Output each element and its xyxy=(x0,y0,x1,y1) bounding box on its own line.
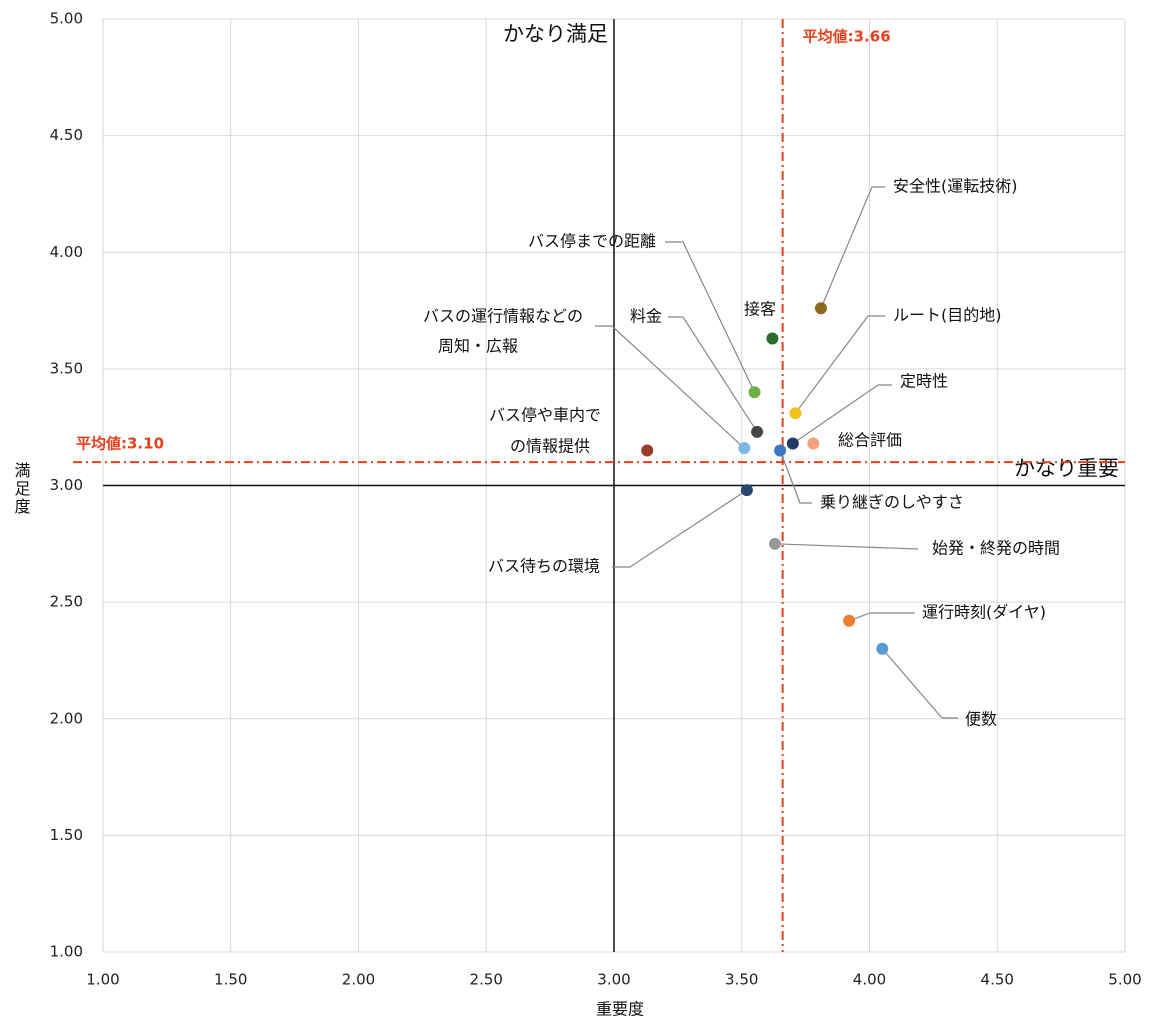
leader-line xyxy=(595,325,745,449)
point xyxy=(748,386,761,399)
point-label: バス停や車内で xyxy=(489,406,601,425)
point-label: バスの運行情報などの xyxy=(423,307,583,326)
point xyxy=(751,425,764,438)
point xyxy=(843,614,856,627)
reference-label: かなり重要 xyxy=(1014,457,1119,481)
y-tick-label: 5.00 xyxy=(50,10,83,28)
point xyxy=(641,444,654,457)
point-label: 定時性 xyxy=(900,372,948,391)
leader-line xyxy=(794,315,885,414)
leader-line xyxy=(848,612,915,622)
x-tick-label: 2.50 xyxy=(470,971,503,989)
point-label: 安全性(運転技術) xyxy=(893,177,1018,196)
average-label: 平均値:3.66 xyxy=(803,28,891,46)
point-label: の情報提供 xyxy=(510,437,590,456)
point xyxy=(876,642,889,655)
leader-line xyxy=(665,241,756,393)
point xyxy=(774,444,787,457)
point-label: 始発・終発の時間 xyxy=(932,539,1060,558)
leader-line xyxy=(774,543,919,550)
y-tick-label: 1.00 xyxy=(50,943,83,961)
x-axis-title: 重要度 xyxy=(596,1000,644,1019)
point-label: 料金 xyxy=(630,307,662,326)
point xyxy=(768,537,781,550)
point-label: 接客 xyxy=(744,300,776,319)
x-tick-label: 5.00 xyxy=(1108,971,1141,989)
point-label: 乗り継ぎのしやすさ xyxy=(820,493,964,512)
y-tick-label: 4.50 xyxy=(50,126,83,144)
point-label: ルート(目的地) xyxy=(893,306,1002,325)
point-label: 総合評価 xyxy=(838,431,902,450)
average-label: 平均値:3.10 xyxy=(76,435,164,453)
y-tick-label: 3.00 xyxy=(50,476,83,494)
point-label: バス待ちの環境 xyxy=(488,557,600,576)
point xyxy=(789,407,802,420)
x-tick-label: 3.50 xyxy=(725,971,758,989)
leader-line xyxy=(881,648,958,719)
leader-line xyxy=(612,489,748,568)
y-tick-label: 1.50 xyxy=(50,826,83,844)
point xyxy=(766,332,779,345)
leader-line xyxy=(668,316,758,433)
point-label: 周知・広報 xyxy=(438,337,518,356)
x-tick-label: 3.00 xyxy=(597,971,630,989)
point xyxy=(814,302,827,315)
x-tick-label: 2.00 xyxy=(342,971,375,989)
leader-line xyxy=(779,450,812,504)
y-tick-label: 2.50 xyxy=(50,593,83,611)
leader-line xyxy=(792,384,892,445)
point xyxy=(786,437,799,450)
y-axis-title: 満足度 xyxy=(12,462,31,516)
y-tick-label: 4.00 xyxy=(50,243,83,261)
x-tick-label: 1.50 xyxy=(214,971,247,989)
y-tick-label: 2.00 xyxy=(50,709,83,727)
point-label: 運行時刻(ダイヤ) xyxy=(922,603,1046,622)
point xyxy=(740,484,753,497)
y-tick-label: 3.50 xyxy=(50,359,83,377)
point xyxy=(807,437,820,450)
point-label: 便数 xyxy=(965,710,997,729)
x-tick-label: 4.50 xyxy=(981,971,1014,989)
reference-label: かなり満足 xyxy=(503,22,608,46)
x-tick-label: 4.00 xyxy=(853,971,886,989)
leader-line xyxy=(820,186,885,309)
point xyxy=(738,442,751,455)
x-tick-label: 1.00 xyxy=(86,971,119,989)
point-label: バス停までの距離 xyxy=(528,232,656,251)
